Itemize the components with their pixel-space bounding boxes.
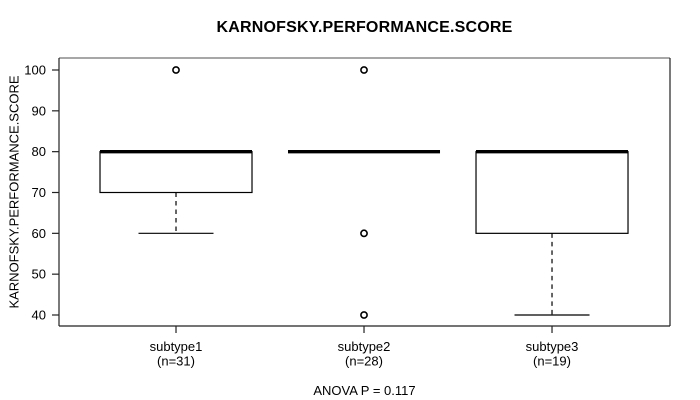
iqr-box xyxy=(475,151,629,234)
anova-annotation: ANOVA P = 0.117 xyxy=(313,383,416,398)
group-sublabel: (n=19) xyxy=(533,354,571,369)
y-tick-label: 50 xyxy=(32,267,46,282)
group-sublabel: (n=28) xyxy=(345,354,383,369)
outlier-point xyxy=(360,229,368,238)
y-tick-label: 100 xyxy=(24,63,46,78)
group-label: subtype1 xyxy=(150,339,203,354)
y-tick-label: 90 xyxy=(32,103,46,118)
group-label: subtype3 xyxy=(526,339,579,354)
outlier-point xyxy=(360,311,368,319)
y-tick-label: 80 xyxy=(32,144,46,159)
chart-title: KARNOFSKY.PERFORMANCE.SCORE xyxy=(216,19,513,36)
y-tick-label: 70 xyxy=(32,185,46,200)
y-tick-label: 40 xyxy=(32,307,46,322)
y-tick-label: 60 xyxy=(32,226,46,241)
outlier-point xyxy=(172,66,180,74)
group-sublabel: (n=31) xyxy=(157,354,195,369)
group-label: subtype2 xyxy=(338,339,391,354)
outlier-point xyxy=(360,66,368,74)
iqr-box xyxy=(99,151,253,194)
